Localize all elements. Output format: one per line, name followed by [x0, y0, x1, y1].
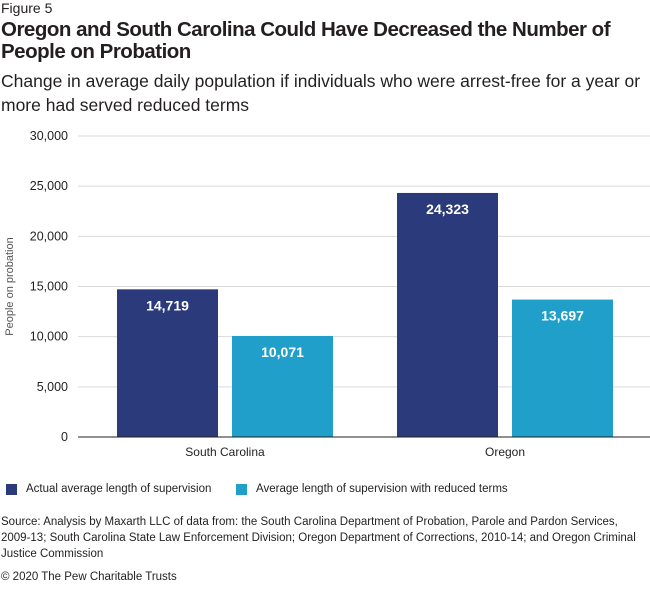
x-category-label: South Carolina	[185, 445, 265, 459]
bar	[232, 335, 333, 437]
y-axis-label: People on probation	[4, 237, 16, 335]
y-tick-label: 0	[61, 430, 68, 444]
legend-swatch-actual	[6, 483, 17, 495]
y-tick-label: 15,000	[30, 280, 68, 294]
legend-swatch-reduced	[236, 483, 247, 495]
y-tick-label: 10,000	[30, 330, 68, 344]
bar-data-label: 14,719	[146, 297, 189, 313]
bar	[397, 192, 498, 437]
legend-label-reduced: Average length of supervision with reduc…	[256, 483, 508, 495]
figure-label: Figure 5	[1, 0, 53, 16]
chart-title: Oregon and South Carolina Could Have Dec…	[1, 18, 611, 63]
legend-label-actual: Actual average length of supervision	[26, 483, 212, 495]
y-tick-label: 25,000	[30, 179, 68, 193]
bar-chart: 0 5,000 10,000 15,000 20,000 25,000 30,000 Peop…	[4, 129, 650, 459]
legend-item-reduced: Average length of supervision with reduc…	[236, 483, 508, 495]
y-tick-label: 5,000	[37, 380, 68, 394]
bar	[117, 289, 218, 437]
x-category-label: Oregon	[485, 445, 525, 459]
bar-data-label: 13,697	[541, 308, 584, 324]
y-tick-label: 30,000	[30, 129, 68, 143]
bar-data-label: 24,323	[426, 201, 469, 217]
source-note: Source: Analysis by Maxarth LLC of data …	[1, 516, 636, 560]
y-tick-label: 20,000	[30, 229, 68, 243]
chart-legend: Actual average length of supervision Ave…	[0, 483, 650, 499]
bar-data-label: 10,071	[261, 344, 304, 360]
chart-subtitle: Change in average daily population if in…	[1, 71, 641, 115]
copyright: © 2020 The Pew Charitable Trusts	[1, 571, 177, 583]
bar	[512, 299, 613, 437]
legend-item-actual: Actual average length of supervision	[6, 483, 211, 495]
